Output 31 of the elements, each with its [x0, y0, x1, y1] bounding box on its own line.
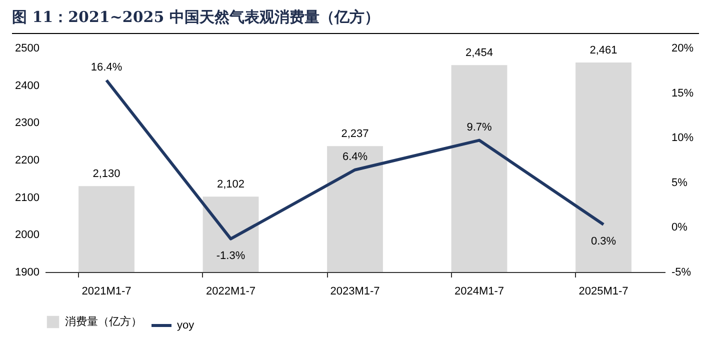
data-label: 2,130 [92, 168, 120, 180]
x-tick-label: 2024M1-7 [454, 286, 504, 298]
y-tick-label: 2100 [15, 192, 40, 204]
chart-title: 图 11：2021~2025 中国天然气表观消费量（亿方） [12, 8, 699, 34]
y2-tick-label: 15% [672, 87, 694, 100]
legend-label: 消费量（亿方） [65, 315, 142, 328]
x-tick-label: 2025M1-7 [578, 286, 628, 298]
y2-tick-label: 10% [672, 132, 694, 144]
data-label: 0.3% [590, 236, 616, 248]
y2-tick-label: 0% [672, 222, 688, 234]
x-tick-label: 2022M1-7 [206, 286, 256, 298]
y2-tick-label: -5% [672, 266, 692, 278]
y-tick-label: 2500 [15, 42, 40, 54]
data-label: 6.4% [342, 150, 368, 163]
y-tick-label: 2000 [15, 229, 40, 242]
x-tick-label: 2023M1-7 [330, 286, 380, 298]
y2-tick-label: 20% [672, 42, 694, 54]
x-tick-label: 2021M1-7 [82, 286, 132, 298]
legend-label: yoy [177, 320, 195, 332]
y-tick-label: 1900 [15, 266, 40, 278]
data-label: 2,102 [216, 178, 245, 191]
data-label: 2,454 [465, 47, 494, 60]
y-tick-label: 2400 [15, 80, 40, 92]
data-label: 2,237 [341, 128, 369, 140]
y-tick-label: 2300 [15, 117, 40, 130]
data-label: -1.3% [216, 250, 246, 262]
data-label: 2,461 [590, 44, 618, 57]
data-label: 9.7% [466, 121, 492, 134]
y-tick-label: 2200 [15, 154, 40, 166]
y2-tick-label: 5% [672, 176, 688, 189]
data-label: 16.4% [90, 61, 122, 74]
